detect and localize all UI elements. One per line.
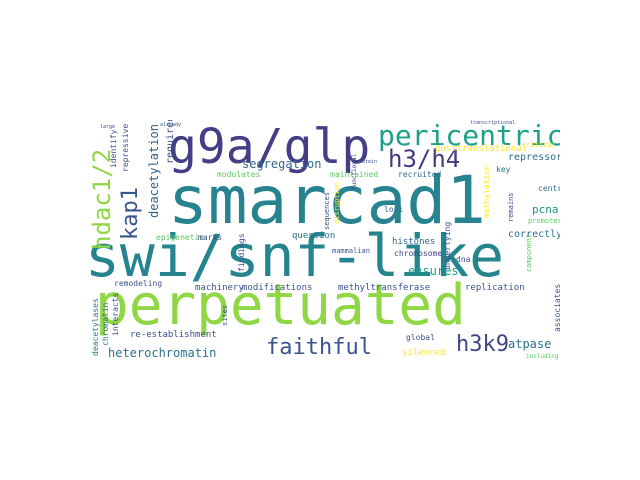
word-cloud: smarcad1 swi/snf-like perpetuated g9a/gl… — [80, 120, 560, 360]
word-deacetylases: deacetylases — [91, 298, 100, 356]
word-transcriptional: transcriptional — [470, 120, 516, 126]
word-remains: remains — [507, 192, 515, 222]
word-replication: replication — [465, 283, 525, 293]
word-epigenetic: epigenetic — [156, 233, 205, 242]
word-underlying: underlying — [443, 221, 452, 270]
word-pcna: pcna — [532, 203, 559, 216]
word-h3-h4: h3/h4 — [388, 145, 461, 173]
word-pericentric: pericentric — [378, 120, 560, 152]
word-heterochromatin: heterochromatin — [108, 346, 217, 360]
word-h3k9: h3k9 — [456, 332, 509, 357]
word-modulates: modulates — [217, 170, 261, 179]
word-associates: associates — [553, 283, 560, 332]
word-sites: sites — [221, 304, 229, 326]
word-disruption: disruption — [333, 181, 341, 224]
word-g9a-glp: g9a/glp — [168, 120, 371, 175]
word-atpase: atpase — [508, 337, 552, 351]
word-ensures: ensures — [408, 264, 459, 278]
word-segregation: segregation — [242, 157, 322, 171]
word-swi-snf-like: swi/snf-like — [85, 222, 505, 290]
word-including: including — [526, 353, 559, 360]
word-component: component — [525, 234, 533, 272]
word-methylation: methylation — [482, 165, 491, 218]
word-question: question — [292, 231, 336, 241]
word-deacetylation: deacetylation — [147, 124, 161, 218]
word-perpetuated: perpetuated — [95, 273, 466, 338]
word-dna: dna — [456, 255, 471, 264]
word-recruited: recruited — [398, 170, 442, 179]
word-identify: identify — [109, 129, 118, 168]
word-large: large — [100, 124, 116, 130]
word-machinery: machinery — [195, 283, 244, 293]
word-central: central — [538, 184, 560, 193]
word-histones: histones — [392, 237, 436, 247]
word-methyltransferase: methyltransferase — [338, 283, 431, 293]
word-repressive: repressive — [121, 123, 130, 172]
word-remodeling: remodeling — [114, 279, 163, 288]
word-faithful: faithful — [266, 335, 372, 360]
word-silenced: silenced — [402, 348, 446, 358]
word-kap1: kap1 — [118, 187, 143, 240]
word-key: key — [496, 165, 511, 174]
word-promotes: promotes — [528, 217, 560, 225]
word-repressors: repressors — [508, 152, 560, 163]
word-marks: marks — [198, 233, 223, 242]
word-mammalian: mammalian — [332, 247, 370, 255]
word-loci: loci — [384, 205, 404, 214]
word-global: global — [406, 333, 435, 342]
word-posttranslational: posttranslational — [435, 144, 528, 154]
word-protein: protein — [356, 159, 378, 165]
word-chromatin: chromatin — [101, 302, 110, 346]
word-critical: critical — [522, 141, 556, 149]
word-smarcad1: smarcad1 — [168, 162, 486, 239]
word-re-establishment: re-establishment — [130, 330, 217, 340]
word-modifications: modifications — [242, 283, 313, 293]
word-chromosome: chromosome — [394, 249, 443, 258]
word-interacts: interacts — [111, 292, 120, 336]
word-sequences: sequences — [323, 192, 331, 230]
word-correctly: correctly — [508, 229, 560, 240]
word-findings: findings — [237, 233, 246, 272]
word-maintained: maintained — [330, 170, 379, 179]
word-already: already — [160, 122, 182, 128]
